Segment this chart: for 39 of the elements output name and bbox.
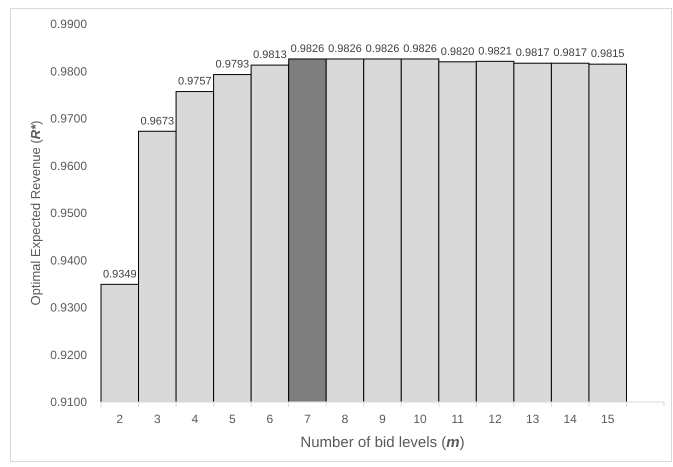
data-label: 0.9813	[253, 49, 287, 62]
x-tick-label: 8	[342, 412, 349, 426]
y-tick-label: 0.9200	[50, 348, 88, 362]
x-tick-label: 15	[601, 412, 615, 426]
data-label: 0.9826	[290, 42, 324, 55]
y-tick-label: 0.9400	[50, 253, 88, 268]
y-tick-label: 0.9600	[50, 158, 88, 173]
y-tick-label: 0.9100	[50, 395, 88, 409]
data-label: 0.9826	[403, 42, 437, 55]
x-tick-label: 9	[379, 412, 386, 426]
data-label: 0.9821	[478, 45, 512, 58]
data-label: 0.9793	[216, 58, 250, 71]
data-label: 0.9826	[328, 42, 362, 55]
data-label: 0.9817	[516, 47, 550, 60]
data-label: 0.9817	[553, 47, 587, 60]
y-tick-label: 0.9800	[50, 64, 88, 78]
y-tick-label: 0.9700	[50, 112, 88, 126]
x-tick-label: 7	[304, 412, 312, 426]
data-label: 0.9757	[178, 76, 212, 88]
data-label: 0.9826	[366, 42, 400, 55]
x-tick-label: 14	[563, 412, 578, 426]
data-label: 0.9820	[440, 46, 474, 58]
data-label: 0.9673	[140, 115, 174, 128]
x-tick-label: 3	[154, 412, 161, 426]
x-tick-label: 13	[526, 412, 540, 426]
x-tick-label: 6	[266, 412, 274, 426]
x-tick-label: 2	[116, 412, 124, 426]
y-tick-label: 0.9300	[50, 300, 88, 314]
y-tick-label: 0.9500	[50, 206, 88, 220]
x-tick-label: 10	[413, 412, 428, 426]
x-tick-label: 11	[451, 412, 464, 426]
y-tick-label: 0.9900	[50, 17, 88, 31]
x-tick-label: 5	[229, 412, 236, 426]
data-label: 0.9349	[102, 268, 137, 280]
x-tick-label: 4	[191, 412, 198, 426]
data-label: 0.9815	[590, 48, 625, 60]
x-tick-label: 12	[488, 412, 502, 426]
x-axis-title: Number of bid levels (m)	[300, 434, 465, 451]
y-axis-title: Optimal Expected Revenue (R*)	[28, 120, 43, 306]
